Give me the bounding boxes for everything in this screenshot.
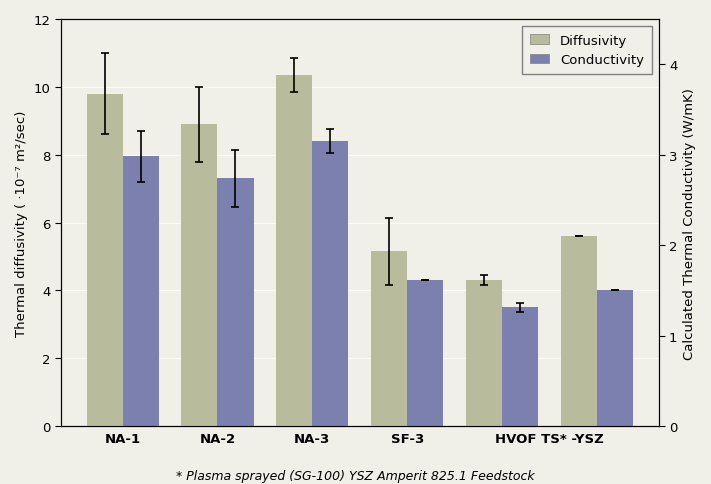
Text: * Plasma sprayed (SG-100) YSZ Amperit 825.1 Feedstock: * Plasma sprayed (SG-100) YSZ Amperit 82… xyxy=(176,469,535,482)
Bar xyxy=(407,281,443,426)
Bar xyxy=(181,125,218,426)
Bar xyxy=(122,157,159,426)
Bar xyxy=(87,94,122,426)
Y-axis label: Calculated Thermal Conductivity (W/mK): Calculated Thermal Conductivity (W/mK) xyxy=(683,88,696,359)
Bar xyxy=(371,252,407,426)
Legend: Diffusivity, Conductivity: Diffusivity, Conductivity xyxy=(522,27,652,75)
Y-axis label: Thermal diffusivity ( ·10⁻⁷ m²/sec): Thermal diffusivity ( ·10⁻⁷ m²/sec) xyxy=(15,110,28,336)
Bar xyxy=(218,179,254,426)
Bar xyxy=(561,237,597,426)
Bar xyxy=(466,281,502,426)
Bar xyxy=(502,308,538,426)
Bar xyxy=(312,142,348,426)
Bar xyxy=(277,76,312,426)
Bar xyxy=(597,291,633,426)
